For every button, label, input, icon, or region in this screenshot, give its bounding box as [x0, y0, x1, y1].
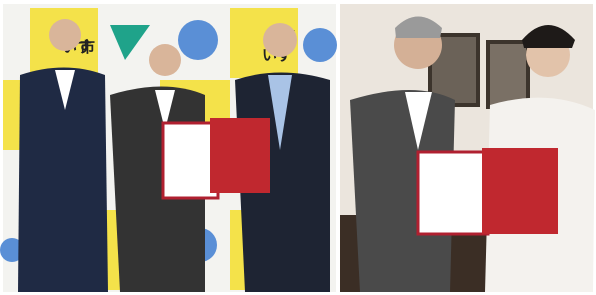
photo-collage: いす 市 千葉 いず [0, 0, 596, 295]
banner-text: 市 [80, 38, 95, 56]
right-photo [340, 4, 595, 292]
page: いす 市 千葉 いず (() => { [0, 0, 596, 295]
left-photo: いす 市 千葉 いず [0, 4, 337, 292]
